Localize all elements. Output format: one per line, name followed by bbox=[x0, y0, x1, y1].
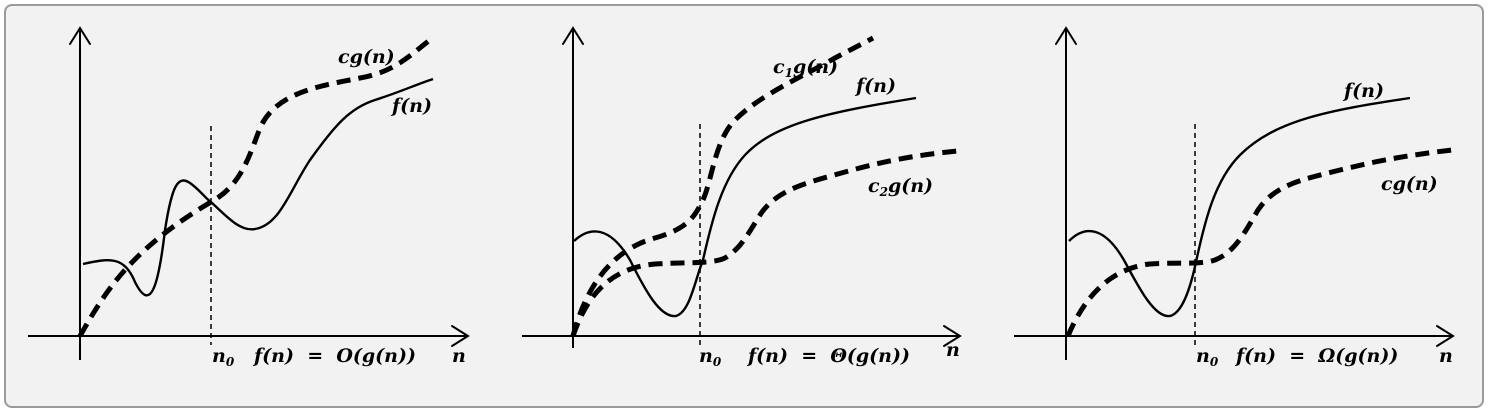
y-axis-arrow bbox=[69, 26, 91, 45]
g-curve-cg bbox=[77, 38, 432, 338]
figure-frame bbox=[4, 4, 1484, 408]
panel-big-omega: f(n) cg(n) n0 f(n) = Ω(g(n)) n bbox=[1014, 26, 1455, 369]
panel-big-o: cg(n) f(n) n0 f(n) = O(g(n)) n bbox=[28, 26, 470, 369]
f-curve bbox=[1068, 96, 1411, 318]
f-curve bbox=[82, 77, 434, 297]
label-f: f(n) bbox=[854, 75, 896, 97]
g-curve-c2g bbox=[570, 148, 959, 337]
label-n0: n0 bbox=[699, 345, 722, 369]
x-axis-arrow bbox=[1436, 325, 1455, 347]
label-cg: cg(n) bbox=[1381, 173, 1438, 195]
label-c2g: c2g(n) bbox=[868, 175, 933, 199]
label-c1g: c1g(n) bbox=[773, 56, 838, 80]
g-curve-cg bbox=[1065, 147, 1453, 337]
x-axis-label: n bbox=[1439, 345, 1453, 367]
x-axis-label: n bbox=[452, 345, 466, 367]
relation-big-omega: f(n) = Ω(g(n)) bbox=[1234, 345, 1398, 367]
g-curve-c1g bbox=[570, 35, 875, 337]
relation-big-o: f(n) = O(g(n)) bbox=[252, 345, 416, 367]
label-n0: n0 bbox=[1196, 345, 1219, 369]
label-f: f(n) bbox=[390, 95, 432, 117]
x-axis-arrow bbox=[451, 325, 470, 347]
f-curve bbox=[573, 96, 917, 318]
relation-big-theta: f(n) = Θ(g(n)) bbox=[746, 345, 910, 367]
label-n0: n0 bbox=[212, 345, 235, 369]
y-axis-arrow bbox=[1055, 26, 1077, 45]
label-cg: cg(n) bbox=[338, 46, 395, 68]
x-axis-arrow bbox=[943, 325, 962, 347]
x-axis-label: n bbox=[946, 339, 960, 361]
label-f: f(n) bbox=[1342, 80, 1384, 102]
panel-big-theta: c1g(n) f(n) c2g(n) n0 f(n) = Θ(g(n)) n bbox=[522, 26, 962, 369]
y-axis-arrow bbox=[562, 26, 584, 45]
